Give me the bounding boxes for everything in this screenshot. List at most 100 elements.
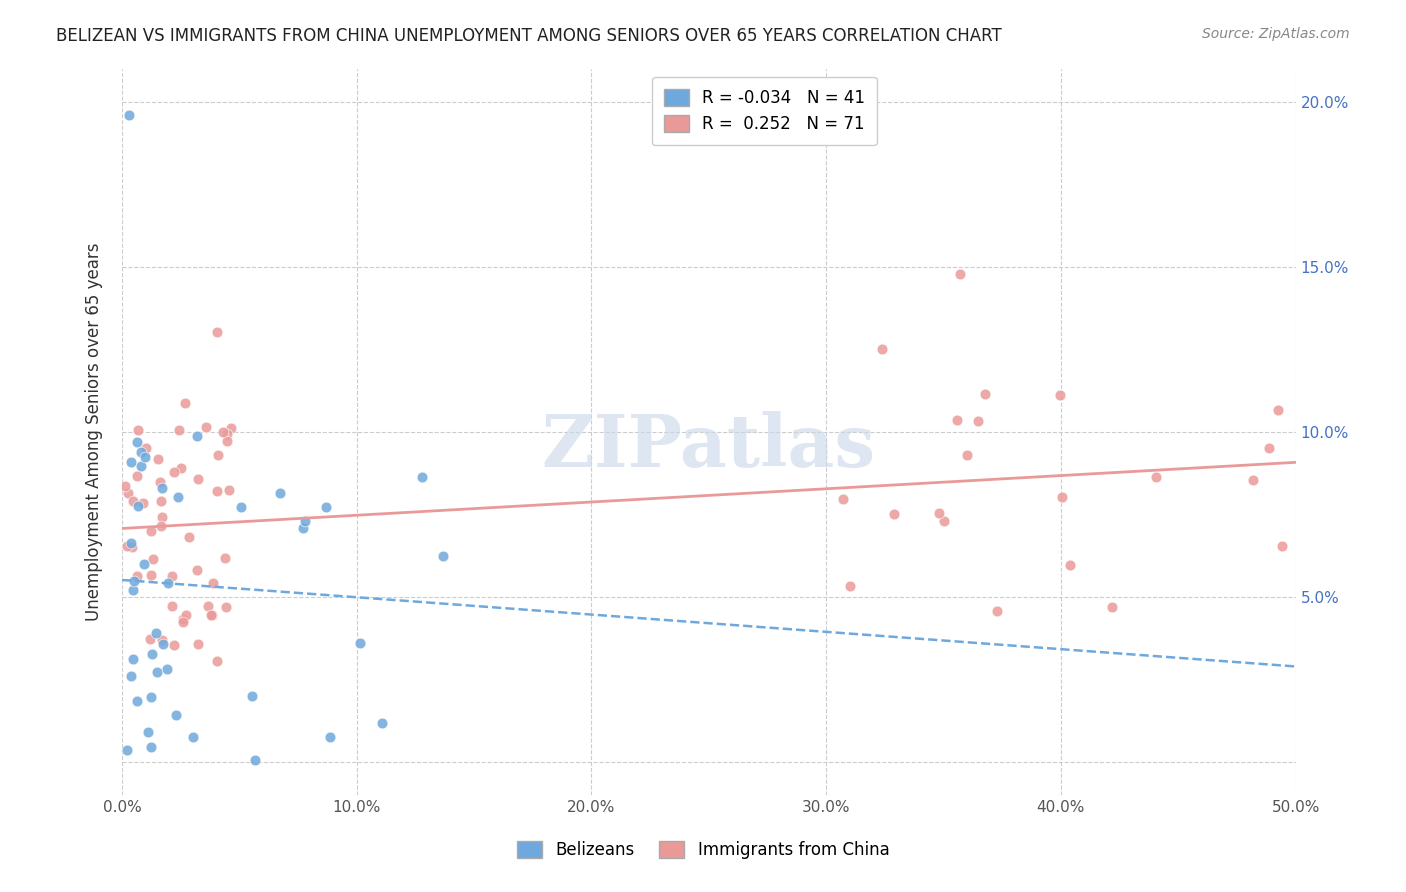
Point bbox=[150, 481, 173, 495]
Point bbox=[349, 636, 371, 650]
Point bbox=[127, 499, 149, 513]
Point bbox=[162, 638, 184, 652]
Point bbox=[215, 427, 238, 442]
Point bbox=[117, 539, 139, 553]
Point bbox=[205, 654, 228, 668]
Point bbox=[121, 652, 143, 666]
Point bbox=[139, 632, 162, 646]
Point bbox=[269, 485, 291, 500]
Point bbox=[136, 725, 159, 739]
Point bbox=[1059, 558, 1081, 573]
Point bbox=[1050, 490, 1073, 504]
Point bbox=[187, 637, 209, 651]
Point bbox=[411, 470, 433, 484]
Point bbox=[217, 434, 239, 448]
Point bbox=[132, 558, 155, 572]
Point bbox=[1101, 600, 1123, 615]
Point bbox=[214, 551, 236, 566]
Point bbox=[132, 495, 155, 509]
Point bbox=[118, 108, 141, 122]
Point bbox=[200, 608, 222, 623]
Point bbox=[145, 626, 167, 640]
Point bbox=[139, 524, 162, 538]
Point bbox=[207, 448, 229, 462]
Point bbox=[186, 563, 208, 577]
Point bbox=[125, 569, 148, 583]
Point bbox=[315, 500, 337, 515]
Point bbox=[934, 514, 956, 528]
Point bbox=[1241, 473, 1264, 487]
Point bbox=[186, 429, 208, 443]
Point bbox=[160, 569, 183, 583]
Point bbox=[149, 475, 172, 489]
Point bbox=[141, 739, 163, 754]
Point bbox=[432, 549, 454, 563]
Point bbox=[201, 607, 224, 622]
Point bbox=[172, 615, 194, 630]
Y-axis label: Unemployment Among Seniors over 65 years: Unemployment Among Seniors over 65 years bbox=[86, 243, 103, 621]
Point bbox=[150, 632, 173, 647]
Point bbox=[121, 582, 143, 597]
Point bbox=[1257, 441, 1279, 455]
Point bbox=[122, 493, 145, 508]
Point bbox=[120, 454, 142, 468]
Point bbox=[165, 708, 187, 723]
Point bbox=[197, 599, 219, 614]
Point bbox=[371, 716, 394, 731]
Point bbox=[173, 396, 195, 410]
Point bbox=[152, 509, 174, 524]
Point bbox=[195, 420, 218, 434]
Point bbox=[949, 268, 972, 282]
Point bbox=[122, 574, 145, 589]
Point bbox=[125, 469, 148, 483]
Point bbox=[986, 604, 1008, 618]
Point bbox=[1267, 402, 1289, 417]
Point bbox=[177, 530, 200, 544]
Point bbox=[218, 483, 240, 497]
Point bbox=[152, 637, 174, 651]
Point bbox=[956, 448, 979, 462]
Point bbox=[129, 444, 152, 458]
Point bbox=[172, 612, 194, 626]
Point bbox=[967, 414, 990, 428]
Point bbox=[162, 465, 184, 479]
Point bbox=[139, 690, 162, 704]
Point bbox=[139, 568, 162, 582]
Point bbox=[231, 500, 253, 514]
Text: ZIPatlas: ZIPatlas bbox=[541, 410, 876, 482]
Point bbox=[221, 421, 243, 435]
Point bbox=[170, 460, 193, 475]
Point bbox=[149, 519, 172, 533]
Point bbox=[973, 387, 995, 401]
Point bbox=[167, 423, 190, 437]
Text: Source: ZipAtlas.com: Source: ZipAtlas.com bbox=[1202, 27, 1350, 41]
Point bbox=[1144, 470, 1167, 484]
Point bbox=[149, 493, 172, 508]
Point bbox=[215, 600, 238, 615]
Point bbox=[127, 423, 149, 437]
Point bbox=[115, 743, 138, 757]
Legend: R = -0.034   N = 41, R =  0.252   N = 71: R = -0.034 N = 41, R = 0.252 N = 71 bbox=[652, 77, 876, 145]
Point bbox=[127, 694, 149, 708]
Point bbox=[135, 441, 157, 455]
Point bbox=[207, 483, 229, 498]
Point bbox=[928, 506, 950, 520]
Point bbox=[117, 486, 139, 500]
Point bbox=[319, 731, 342, 745]
Point bbox=[120, 536, 142, 550]
Point bbox=[121, 540, 143, 554]
Point bbox=[141, 648, 163, 662]
Point bbox=[167, 490, 190, 504]
Point bbox=[146, 452, 169, 467]
Point bbox=[181, 730, 204, 744]
Point bbox=[207, 325, 229, 339]
Point bbox=[176, 608, 198, 623]
Point bbox=[156, 662, 179, 676]
Point bbox=[120, 669, 142, 683]
Point bbox=[839, 579, 862, 593]
Point bbox=[1049, 387, 1071, 401]
Point bbox=[142, 551, 165, 566]
Point bbox=[243, 753, 266, 767]
Point bbox=[294, 514, 316, 528]
Point bbox=[127, 434, 149, 449]
